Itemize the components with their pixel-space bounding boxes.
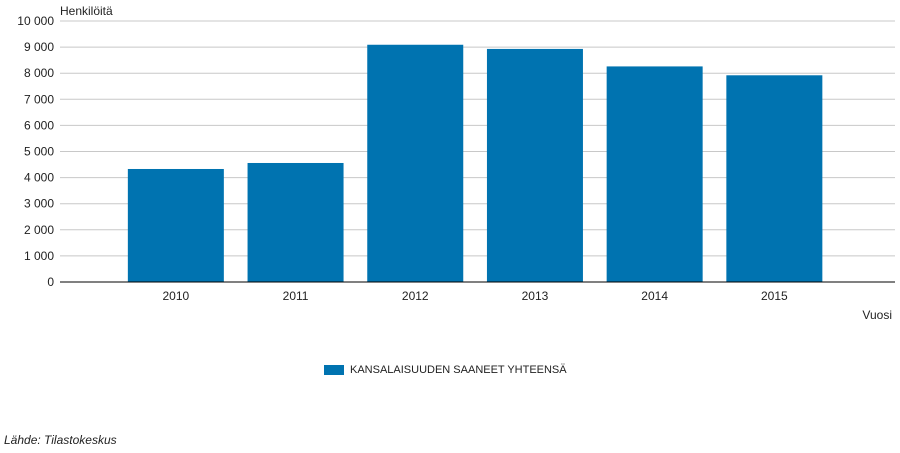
y-tick-label: 3 000 xyxy=(24,197,54,211)
y-tick-label: 0 xyxy=(47,275,54,289)
y-tick-label: 10 000 xyxy=(17,14,54,28)
bar-2013[interactable] xyxy=(486,48,583,282)
x-tick-label: 2015 xyxy=(761,289,788,303)
y-tick-label: 1 000 xyxy=(24,249,54,263)
y-axis-title: Henkilöitä xyxy=(60,4,113,18)
y-axis-ticks: 0 1 000 2 000 3 000 4 000 5 000 6 000 7 000 8 00… xyxy=(17,14,54,289)
y-tick-label: 4 000 xyxy=(24,171,54,185)
bar-2012[interactable] xyxy=(367,44,464,282)
bars xyxy=(127,44,823,283)
x-axis-title: Vuosi xyxy=(862,308,892,322)
x-tick-label: 2010 xyxy=(162,289,189,303)
source-note: Lähde: Tilastokeskus xyxy=(4,433,117,447)
bar-2010[interactable] xyxy=(127,168,224,282)
x-tick-label: 2014 xyxy=(641,289,668,303)
y-tick-label: 6 000 xyxy=(24,118,54,132)
legend-swatch xyxy=(324,365,344,375)
x-tick-label: 2013 xyxy=(522,289,549,303)
y-tick-label: 7 000 xyxy=(24,92,54,106)
bar-chart: 0 1 000 2 000 3 000 4 000 5 000 6 000 7 000 8 00… xyxy=(17,4,895,322)
legend-label: KANSALAISUUDEN SAANEET YHTEENSÄ xyxy=(350,364,567,376)
legend[interactable]: KANSALAISUUDEN SAANEET YHTEENSÄ xyxy=(324,364,567,376)
y-tick-label: 8 000 xyxy=(24,66,54,80)
y-tick-label: 5 000 xyxy=(24,145,54,159)
x-axis-ticks: 2010 2011 2012 2013 2014 2015 xyxy=(162,289,788,303)
y-tick-label: 9 000 xyxy=(24,40,54,54)
y-tick-label: 2 000 xyxy=(24,223,54,237)
x-tick-label: 2012 xyxy=(402,289,429,303)
x-tick-label: 2011 xyxy=(283,289,309,303)
bar-2011[interactable] xyxy=(247,162,344,282)
bar-2015[interactable] xyxy=(726,75,823,283)
bar-2014[interactable] xyxy=(606,66,703,282)
